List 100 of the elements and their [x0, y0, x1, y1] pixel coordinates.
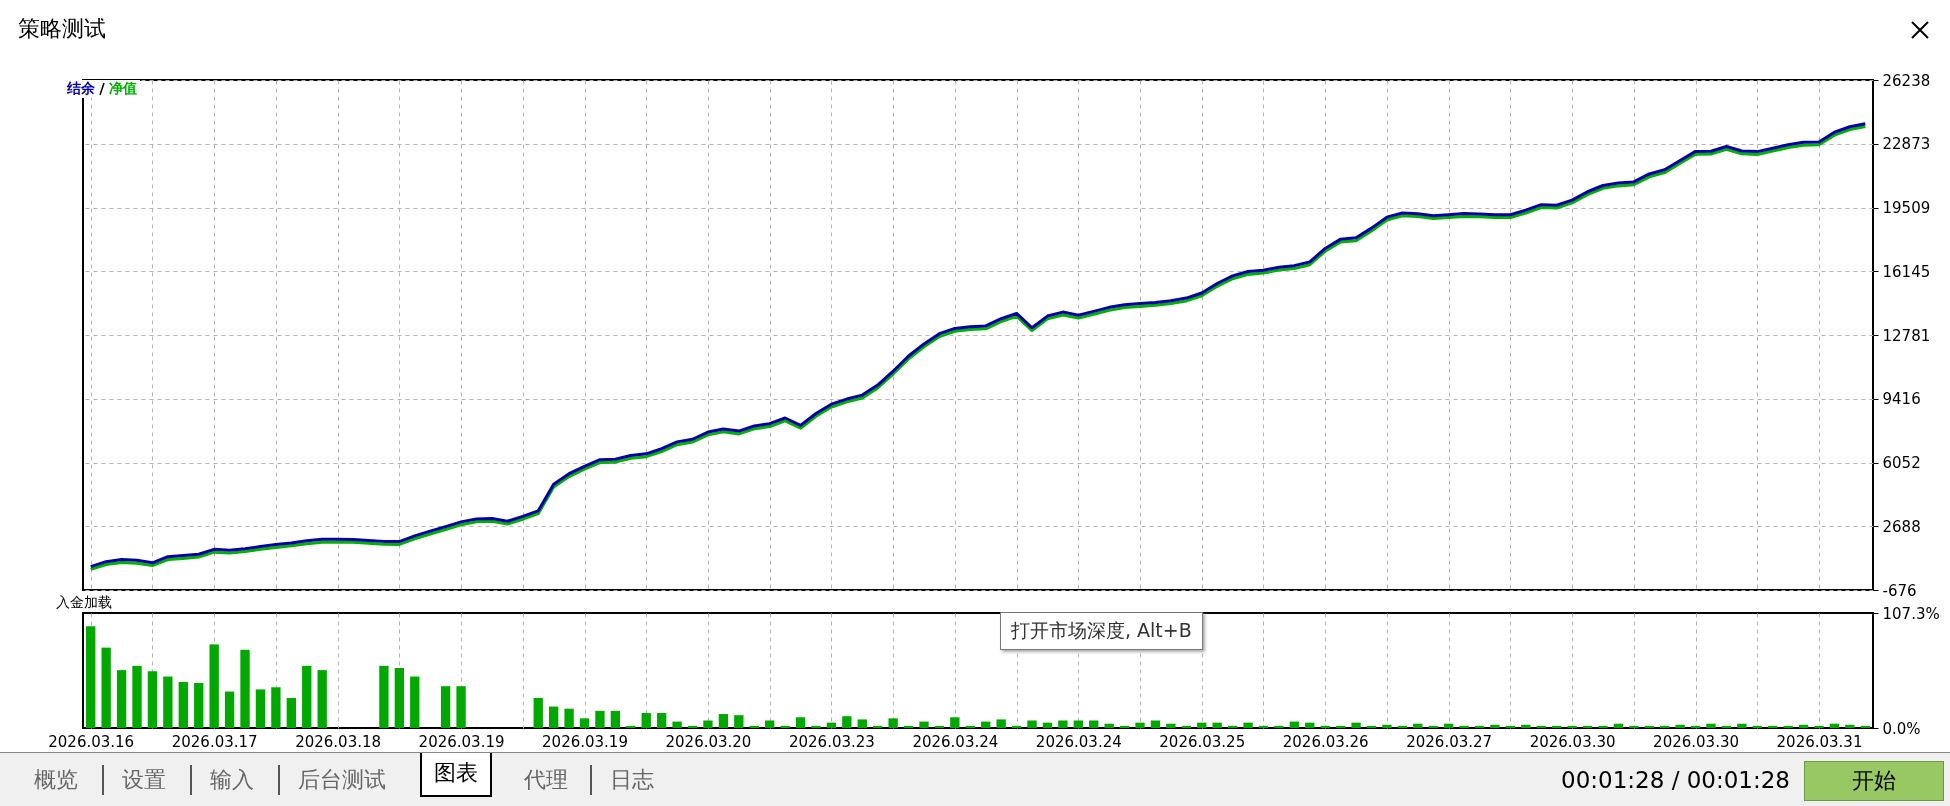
bar — [209, 644, 219, 728]
text: 输入 — [209, 766, 255, 794]
bar — [641, 713, 651, 728]
x-tick-label: 2026.03.20 — [665, 732, 752, 751]
x-tick-label: 2026.03.30 — [1653, 732, 1739, 751]
y-tick-label: 26238 — [1882, 71, 1931, 90]
x-tick-label: 2026.03.30 — [1529, 732, 1616, 751]
bar — [116, 670, 127, 728]
bar — [1413, 723, 1423, 728]
bar — [1814, 725, 1824, 728]
bar — [1382, 724, 1392, 728]
bar — [656, 713, 667, 728]
bar — [132, 665, 142, 728]
bar — [595, 710, 605, 728]
text: 后台测试 — [297, 766, 387, 794]
bar — [564, 708, 574, 728]
bar — [379, 665, 389, 728]
bar — [1166, 723, 1176, 728]
bar — [440, 686, 451, 728]
bar — [1474, 725, 1485, 728]
bar — [1227, 725, 1238, 728]
bar — [1243, 722, 1253, 728]
text: 概览 — [33, 766, 79, 794]
x-tick-label: 2026.03.25 — [1159, 732, 1246, 751]
bar — [1690, 725, 1701, 728]
bar — [1459, 725, 1469, 728]
bar — [1752, 725, 1762, 728]
bar — [1397, 725, 1408, 728]
bar — [687, 725, 698, 728]
x-tick-label: 2026.03.27 — [1406, 732, 1493, 751]
bar — [163, 676, 173, 728]
bar — [1521, 724, 1531, 728]
y-tick-label: 2688 — [1882, 517, 1921, 536]
y-tick-label: 0.0% — [1882, 719, 1921, 738]
text: 日志 — [609, 766, 655, 794]
bar — [780, 725, 790, 728]
x-tick-label: 2026.03.17 — [171, 732, 258, 751]
bar — [533, 697, 543, 728]
bar — [919, 721, 929, 728]
bar — [286, 697, 296, 728]
bar — [1351, 722, 1361, 728]
bar — [981, 721, 991, 728]
text: 代理 — [523, 766, 569, 794]
chart-title: 入金加载 — [56, 594, 112, 612]
bar — [1783, 725, 1793, 728]
y-tick-label: 19509 — [1882, 199, 1931, 218]
x-tick-label: 2026.03.19 — [542, 732, 628, 751]
bar — [1629, 725, 1639, 728]
bar — [857, 719, 867, 728]
y-tick-label: 16145 — [1882, 262, 1931, 281]
bar — [1721, 725, 1732, 728]
x-tick-label: 2026.03.18 — [295, 732, 382, 751]
bar — [1490, 724, 1500, 728]
bar — [394, 667, 405, 728]
bar — [795, 717, 806, 728]
bar — [317, 670, 327, 728]
bar — [1737, 723, 1747, 728]
bar — [826, 722, 837, 728]
bar — [240, 649, 250, 728]
bar — [410, 676, 420, 728]
bar — [1829, 723, 1840, 728]
bar — [996, 719, 1006, 728]
bar — [224, 691, 235, 728]
x-tick-label: 2026.03.26 — [1282, 732, 1369, 751]
bar — [86, 626, 96, 728]
bar — [147, 671, 158, 728]
bar — [811, 725, 821, 728]
bar — [1011, 725, 1022, 728]
bar — [1073, 720, 1083, 728]
bar — [888, 718, 898, 728]
x-tick-label: 2026.03.16 — [48, 732, 135, 751]
y-tick-label: 107.3% — [1882, 604, 1940, 623]
text: 开始 — [1804, 761, 1944, 801]
text: 设置 — [121, 766, 167, 794]
bar — [703, 720, 713, 728]
bar — [1197, 722, 1207, 728]
bar — [1150, 720, 1161, 728]
bar — [456, 686, 466, 728]
x-tick-label: 2026.03.23 — [788, 732, 875, 751]
bar — [1042, 722, 1053, 728]
x-tick-label: 2026.03.31 — [1776, 732, 1863, 751]
bar — [1305, 722, 1315, 728]
bar — [1212, 722, 1222, 728]
bar — [903, 725, 914, 728]
bar — [842, 716, 852, 728]
text: 净值 — [109, 80, 137, 98]
bar — [1551, 725, 1562, 728]
bar — [178, 681, 188, 728]
bar — [1706, 723, 1716, 728]
bar — [1289, 721, 1300, 728]
y-tick-label: 22873 — [1882, 135, 1931, 154]
bar — [1443, 723, 1454, 728]
bar — [1089, 720, 1099, 728]
bar — [1058, 720, 1068, 728]
y-tick-label: 9416 — [1882, 390, 1921, 409]
bar — [271, 687, 281, 728]
bar — [1119, 725, 1130, 728]
bar — [194, 682, 204, 728]
bar — [548, 706, 559, 728]
bar — [1536, 725, 1546, 728]
